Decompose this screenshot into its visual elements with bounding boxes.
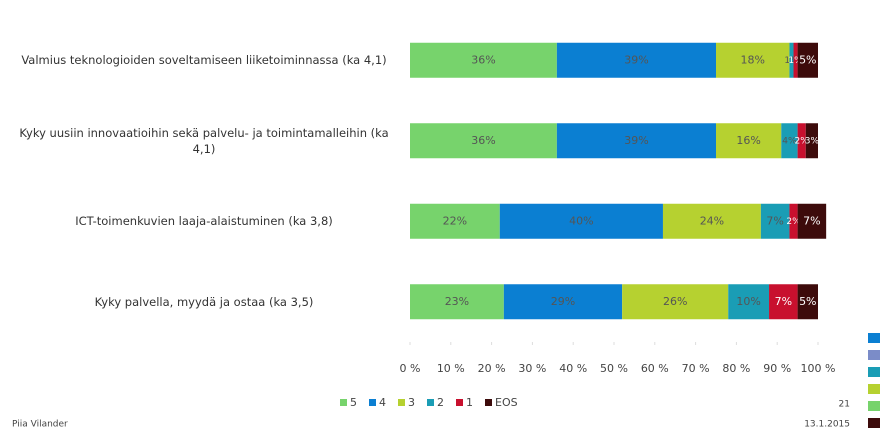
value-label: 26% [663,295,687,308]
legend-swatch [427,399,434,406]
category-label: Valmius teknologioiden soveltamiseen lii… [21,53,387,68]
bar-segment [797,123,806,159]
bar-segment [797,203,827,239]
bar-segment [410,42,557,78]
legend-swatch [485,399,492,406]
bar-segment [410,203,500,239]
x-tick-label: 40 % [559,362,587,375]
value-label: 2% [795,136,810,146]
value-label: 23% [445,295,469,308]
x-tick-label: 60 % [641,362,669,375]
legend-swatch [369,399,376,406]
bar-segment [622,284,729,320]
category-label: Kyky uusiin innovaatioihin sekä palvelu-… [19,125,389,156]
value-label: 36% [471,53,495,66]
legend-label: EOS [495,396,518,409]
value-label: 10% [736,295,760,308]
category-label: ICT-toimenkuvien laaja-alaistuminen (ka … [75,214,333,229]
value-label: 3% [805,136,820,146]
x-tick-label: 80 % [722,362,750,375]
bar-segment [716,123,782,159]
x-tick-label: 0 % [400,362,421,375]
value-label: 5% [799,295,816,308]
value-label: 2% [786,217,801,227]
bar-segment [410,123,557,159]
legend-label: 4 [379,396,386,409]
value-label: 39% [624,53,648,66]
footer-page: 21 [839,400,850,410]
value-label: 16% [736,134,760,147]
legend-label: 1 [466,396,473,409]
legend-label: 3 [408,396,415,409]
deco-square [868,333,880,343]
value-label: 36% [471,134,495,147]
bar-segment [805,123,818,159]
value-label: 24% [700,214,724,227]
value-label: 4% [782,136,797,146]
value-label: 39% [624,134,648,147]
value-label: 29% [551,295,575,308]
x-tick-label: 30 % [518,362,546,375]
x-tick-label: 90 % [763,362,791,375]
deco-square [868,350,880,360]
deco-square [868,367,880,377]
bar-segment [716,42,790,78]
value-label: 7% [766,214,783,227]
legend-label: 2 [437,396,444,409]
deco-square [868,401,880,411]
bar-segment [728,284,770,320]
bar-segment [793,42,798,78]
value-label: 1% [788,56,803,66]
bar-segment [503,284,623,320]
bar-segment [769,284,798,320]
value-label: 5% [799,53,816,66]
bar-segment [760,203,790,239]
bar-segment [781,123,798,159]
bar-segment [556,42,716,78]
category-label: Kyky palvella, myydä ja ostaa (ka 3,5) [94,294,314,309]
deco-square [868,384,880,394]
bar-segment [499,203,663,239]
bar-segment [662,203,761,239]
bar-segment [797,42,818,78]
x-tick-label: 50 % [600,362,628,375]
value-label: 40% [569,214,593,227]
deco-square [868,418,880,428]
legend-swatch [340,399,347,406]
bar-segment [556,123,716,159]
bar-segment [789,42,794,78]
value-label: 1% [784,56,799,66]
legend-swatch [398,399,405,406]
bar-segment [410,284,504,320]
bar-segment [789,203,798,239]
x-tick-label: 70 % [682,362,710,375]
x-tick-label: 10 % [437,362,465,375]
legend-label: 5 [350,396,357,409]
value-label: 7% [775,295,792,308]
bar-segment [797,284,818,320]
legend-swatch [456,399,463,406]
value-label: 22% [443,214,467,227]
value-label: 7% [803,214,820,227]
value-label: 18% [740,53,764,66]
footer-author: Piia Vilander [12,420,68,430]
footer-date: 13.1.2015 [804,420,850,430]
x-tick-label: 100 % [801,362,836,375]
x-tick-label: 20 % [478,362,506,375]
